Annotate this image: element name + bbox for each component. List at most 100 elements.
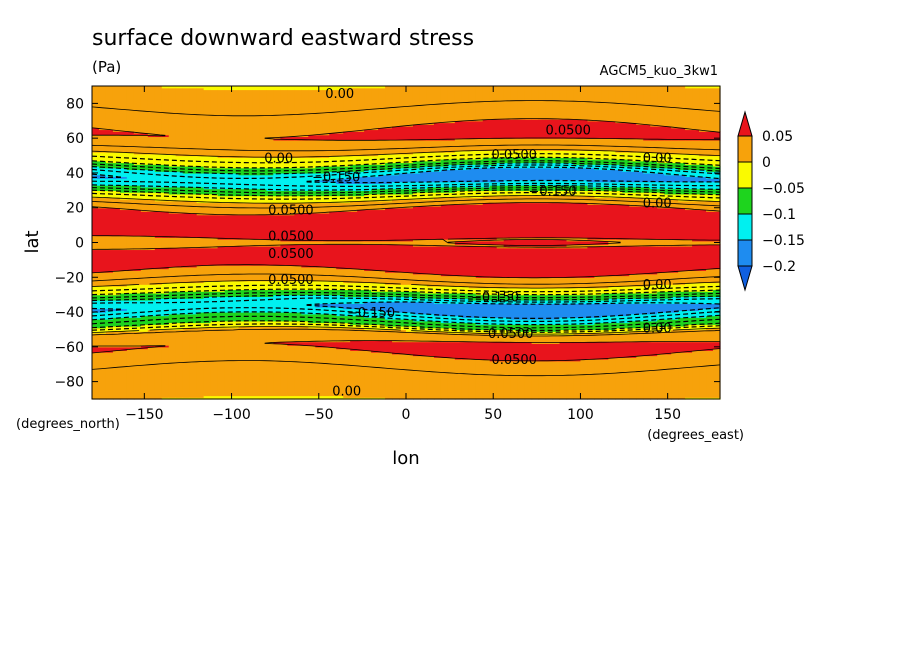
contour-band-cell xyxy=(245,265,254,282)
contour-band-cell xyxy=(496,119,505,139)
contour-band-cell xyxy=(259,395,268,400)
contour-band-cell xyxy=(406,167,414,174)
contour-band-cell xyxy=(622,171,630,183)
contour-band-cell xyxy=(315,266,323,282)
contour-band-cell xyxy=(622,327,630,334)
contour-band-cell xyxy=(133,235,142,251)
contour-band-cell xyxy=(203,296,212,313)
contour-band-cell xyxy=(259,214,268,240)
contour-band-cell xyxy=(168,212,177,238)
contour-band-cell xyxy=(126,299,135,318)
contour-band-cell xyxy=(559,317,568,325)
contour-band-cell xyxy=(615,159,623,165)
contour-band-cell xyxy=(273,89,281,139)
contour-band-cell xyxy=(510,138,519,151)
contour-band-cell xyxy=(238,157,247,169)
contour-band-cell xyxy=(468,240,477,245)
contour-band-cell xyxy=(392,167,400,176)
contour-band-cell xyxy=(161,136,170,155)
contour-band-cell xyxy=(336,139,344,157)
contour-band-cell xyxy=(538,247,547,278)
contour-band-cell xyxy=(350,289,358,298)
contour-band-cell xyxy=(315,327,323,343)
contour-band-cell xyxy=(245,86,254,91)
contour-band-cell xyxy=(273,294,281,313)
contour-band-cell xyxy=(301,325,309,343)
contour-band-cell xyxy=(259,86,268,91)
contour-band-cell xyxy=(503,150,512,158)
contour-band-cell xyxy=(692,329,700,343)
contour-band-cell xyxy=(664,139,672,155)
contour-band-cell xyxy=(587,138,595,151)
contour-band-cell xyxy=(315,346,323,397)
contour-band-cell xyxy=(678,352,686,400)
contour-band-cell xyxy=(594,294,602,301)
contour-band-cell xyxy=(629,197,637,207)
contour-band-cell xyxy=(385,193,393,202)
contour-band-cell xyxy=(664,272,672,285)
contour-band-cell xyxy=(350,87,358,132)
y-tick-label: 40 xyxy=(66,166,84,182)
colorbar-label: −0.1 xyxy=(762,207,796,223)
contour-band-cell xyxy=(643,192,651,200)
contour-band-cell xyxy=(224,195,233,204)
contour-band-cell xyxy=(657,207,665,240)
contour-band-cell xyxy=(685,317,693,325)
contour-band-cell xyxy=(636,355,644,400)
contour-band-cell xyxy=(266,296,275,313)
contour-band-cell xyxy=(503,157,512,164)
contour-band-cell xyxy=(545,277,554,289)
contour-band-cell xyxy=(189,172,198,188)
contour-band-cell xyxy=(496,303,505,318)
contour-band-cell xyxy=(301,320,309,327)
contour-band-cell xyxy=(238,174,247,190)
contour-band-cell xyxy=(531,239,540,247)
contour-band-cell xyxy=(454,120,463,139)
contour-band-cell xyxy=(629,192,637,198)
contour-band-cell xyxy=(378,397,386,400)
contour-band-cell xyxy=(399,139,407,155)
contour-band-cell xyxy=(322,172,330,181)
contour-line xyxy=(91,235,621,246)
contour-band-cell xyxy=(517,237,526,240)
contour-band-cell xyxy=(259,202,268,216)
contour-band-cell xyxy=(112,249,121,271)
contour-band-cell xyxy=(552,360,561,400)
contour-band-cell xyxy=(343,296,351,304)
contour-band-cell xyxy=(559,239,568,247)
contour-band-cell xyxy=(350,303,358,310)
contour-band-cell xyxy=(343,131,351,141)
contour-band-cell xyxy=(210,214,219,238)
contour-band-cell xyxy=(475,277,484,289)
contour-band-cell xyxy=(706,139,714,157)
contour-band-cell xyxy=(622,357,630,400)
contour-band-cell xyxy=(559,360,568,400)
contour-band-cell xyxy=(126,270,135,285)
contour-band-cell xyxy=(685,164,693,171)
contour-band-cell xyxy=(650,273,658,285)
contour-band-cell xyxy=(482,240,491,245)
contour-band-cell xyxy=(364,329,372,341)
contour-band-cell xyxy=(168,329,177,398)
contour-band-cell xyxy=(440,86,449,124)
contour-band-cell xyxy=(433,239,442,247)
contour-band-cell xyxy=(461,332,470,343)
contour-band-cell xyxy=(140,134,149,155)
contour-band-cell xyxy=(238,320,247,327)
contour-band-cell xyxy=(412,205,421,240)
contour-band-cell xyxy=(615,190,623,198)
contour-band-cell xyxy=(503,185,512,191)
contour-band-cell xyxy=(636,331,644,343)
contour-band-cell xyxy=(517,294,526,301)
contour-band-cell xyxy=(119,192,128,200)
contour-band-cell xyxy=(454,244,463,247)
contour-band-cell xyxy=(266,174,275,191)
contour-band-cell xyxy=(175,186,184,195)
contour-band-cell xyxy=(552,331,561,336)
contour-band-cell xyxy=(650,172,658,183)
contour-band-cell xyxy=(322,266,330,282)
contour-band-cell xyxy=(671,207,679,240)
contour-band-cell xyxy=(308,212,316,242)
contour-band-cell xyxy=(678,200,686,209)
contour-band-cell xyxy=(573,277,582,289)
